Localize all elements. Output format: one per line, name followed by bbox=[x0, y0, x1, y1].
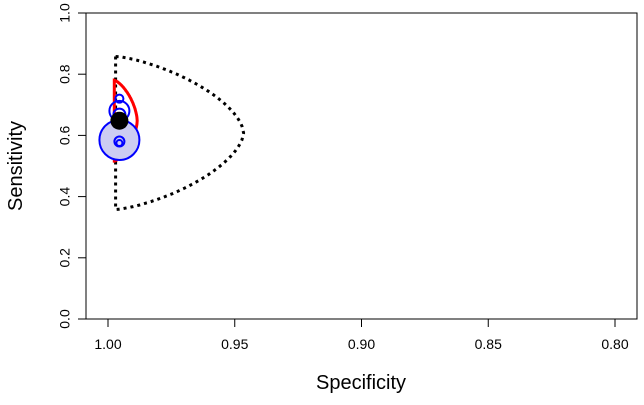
y-tick-label: 0.2 bbox=[57, 248, 73, 268]
x-tick-label: 0.85 bbox=[475, 336, 502, 352]
x-tick-label: 0.80 bbox=[601, 336, 628, 352]
prediction-region bbox=[114, 54, 246, 212]
y-tick-label: 1.0 bbox=[57, 3, 73, 23]
x-tick-label: 0.95 bbox=[221, 336, 248, 352]
x-tick-label: 0.90 bbox=[348, 336, 375, 352]
x-axis: 1.00 0.95 0.90 0.85 0.80 bbox=[94, 318, 629, 352]
study-point bbox=[114, 93, 125, 104]
y-tick-label: 0.8 bbox=[57, 64, 73, 84]
y-axis: 0.0 0.2 0.4 0.6 0.8 1.0 bbox=[57, 3, 87, 329]
y-tick-label: 0.0 bbox=[57, 309, 73, 329]
x-axis-title: Specificity bbox=[316, 372, 406, 394]
y-axis-title: Sensitivity bbox=[5, 121, 27, 211]
y-tick-label: 0.4 bbox=[57, 187, 73, 207]
y-tick-label: 0.6 bbox=[57, 125, 73, 145]
study-point bbox=[115, 139, 124, 148]
summary-point bbox=[110, 111, 129, 130]
plot-frame bbox=[85, 12, 638, 320]
study-points bbox=[98, 93, 141, 161]
x-tick-label: 1.00 bbox=[94, 336, 121, 352]
